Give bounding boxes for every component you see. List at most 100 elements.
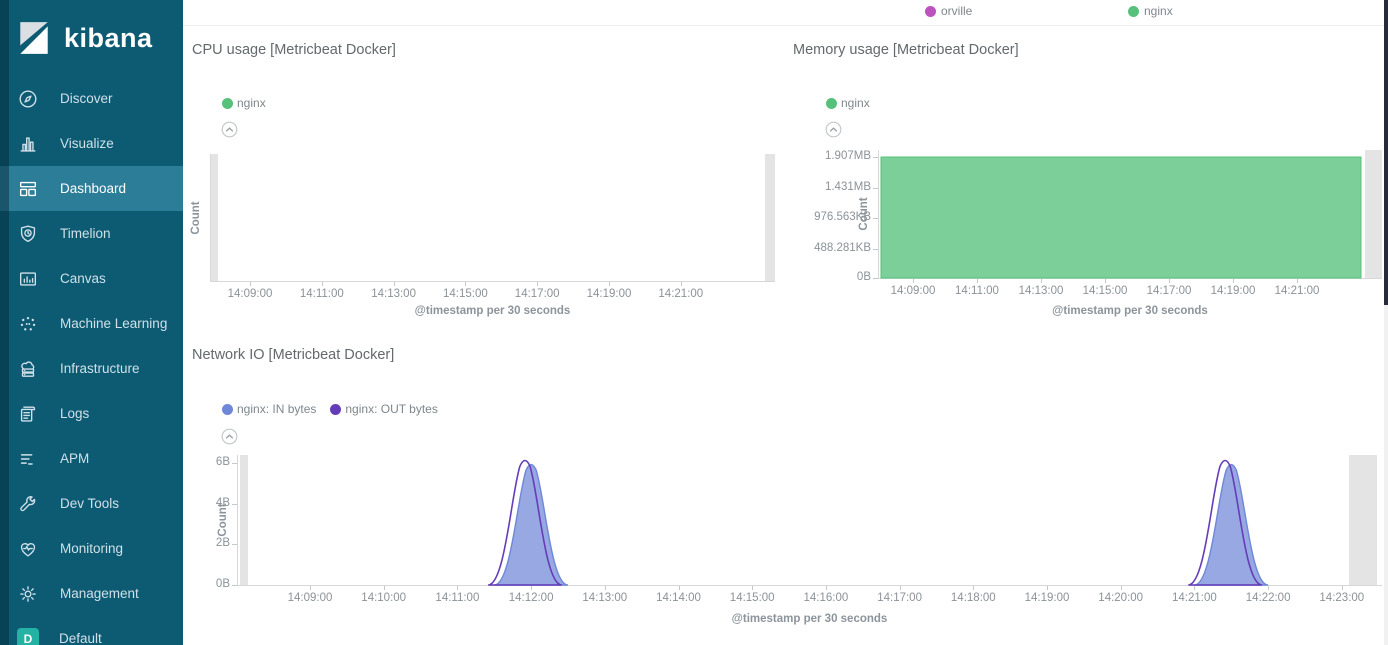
x-tick-mark <box>250 282 251 286</box>
x-tick-label: 14:19:00 <box>1024 592 1070 604</box>
x-tick-mark <box>1047 586 1048 590</box>
plot-area: 14:09:00 14:10:00 14:11:00 14:12:00 14:13:00… <box>192 345 1388 645</box>
sidebar-item-logs[interactable]: Logs <box>0 391 183 436</box>
legend-item-nginx[interactable]: nginx <box>222 96 266 110</box>
machine-learning-icon <box>16 312 40 336</box>
chart-series-shapes <box>487 459 1269 586</box>
x-tick-label: 14:21:00 <box>1172 592 1217 604</box>
sidebar: kibana Discover Visualize Dashboard Timelio… <box>0 0 183 645</box>
x-tick-label: 14:15:00 <box>1082 285 1128 297</box>
y-tick-mark <box>873 278 878 279</box>
y-tick-mark <box>232 503 237 505</box>
endzone-marker <box>240 455 248 585</box>
dashboard-grid-icon <box>16 177 40 201</box>
kibana-logo-icon <box>17 19 51 57</box>
x-tick-mark <box>1233 279 1234 283</box>
legend-collapse-button[interactable] <box>221 121 238 138</box>
x-tick-mark <box>680 282 682 286</box>
legend-color-dot <box>330 403 342 415</box>
sidebar-item-timelion[interactable]: Timelion <box>0 211 183 256</box>
x-tick-label: 14:16:00 <box>803 592 849 604</box>
sidebar-item-label: Timelion <box>60 226 111 241</box>
sidebar-item-monitoring[interactable]: Monitoring <box>0 526 183 571</box>
legend-item-nginx[interactable]: nginx <box>826 96 870 110</box>
sidebar-item-canvas[interactable]: Canvas <box>0 256 183 301</box>
x-tick-label: 14:09:00 <box>890 285 936 297</box>
sidebar-item-infrastructure[interactable]: Infrastructure <box>0 346 183 391</box>
panel-memory-usage: Memory usage [Metricbeat Docker] 14:09:0… <box>793 40 1388 336</box>
y-tick-mark <box>232 544 237 546</box>
x-tick-mark <box>913 279 914 283</box>
sidebar-item-dev-tools[interactable]: Dev Tools <box>0 481 183 526</box>
legend-collapse-button[interactable] <box>221 428 238 445</box>
sidebar-item-machine-learning[interactable]: Machine Learning <box>0 301 183 346</box>
x-tick-mark <box>1341 586 1343 590</box>
page-scrollbar[interactable] <box>1384 0 1388 645</box>
legend-collapse-button[interactable] <box>825 121 842 138</box>
y-tick-mark <box>873 157 878 158</box>
x-tick-label: 14:13:00 <box>582 592 628 604</box>
space-badge-d: D <box>17 627 39 645</box>
x-tick-mark <box>752 586 754 590</box>
y-axis-line <box>878 150 879 278</box>
infrastructure-icon <box>16 357 40 381</box>
x-tick-mark <box>1268 586 1270 590</box>
sidebar-item-management[interactable]: Management <box>0 571 183 616</box>
plot-area: 14:09:00 14:11:00 14:13:00 14:15:00 14:17:00… <box>192 40 775 336</box>
panel-title: Network IO [Metricbeat Docker] <box>192 347 395 363</box>
x-tick-label: 14:23:00 <box>1319 592 1365 604</box>
area-series-nginx-in-bytes <box>1194 463 1269 586</box>
y-tick-mark <box>232 585 237 586</box>
wrench-icon <box>16 492 40 516</box>
legend-item-label: nginx: IN bytes <box>237 402 317 416</box>
x-tick-mark <box>321 282 323 286</box>
y-axis-line <box>210 154 211 281</box>
legend-item-nginx[interactable]: nginx <box>1128 4 1173 18</box>
kibana-logo[interactable]: kibana <box>0 0 183 76</box>
legend-color-dot <box>222 403 233 415</box>
legend-color-dot <box>222 97 233 109</box>
y-tick-label: 1.907MB <box>824 150 871 162</box>
canvas-icon <box>16 267 40 291</box>
endzone-marker <box>211 154 218 281</box>
x-tick-label: 14:10:00 <box>361 592 407 604</box>
y-tick-mark <box>873 218 878 219</box>
sidebar-item-label: Machine Learning <box>60 316 168 331</box>
legend-color-dot <box>1128 5 1139 17</box>
x-tick-label: 14:11:00 <box>955 285 999 297</box>
chevron-up-circle-icon <box>221 121 238 141</box>
x-tick-label: 14:11:00 <box>435 592 480 604</box>
sidebar-item-visualize[interactable]: Visualize <box>0 121 183 166</box>
y-tick-label: 0B <box>215 578 230 590</box>
x-tick-label: 14:19:00 <box>1210 285 1256 297</box>
sidebar-item-apm[interactable]: APM <box>0 436 183 481</box>
chart-legend: nginx: IN bytes nginx: OUT bytes <box>222 402 438 416</box>
x-tick-mark <box>383 586 385 590</box>
endzone-marker <box>765 154 775 281</box>
y-tick-label: 1.431MB <box>824 180 871 193</box>
y-tick-label: 976.563KB <box>814 211 871 223</box>
x-tick-mark <box>1169 279 1170 283</box>
sidebar-item-label: Discover <box>60 91 113 106</box>
x-tick-label: 14:20:00 <box>1098 592 1144 604</box>
x-tick-label: 14:09:00 <box>287 592 333 604</box>
sidebar-item-discover[interactable]: Discover <box>0 76 183 121</box>
area-series-nginx-in-bytes <box>494 463 569 586</box>
legend-item-nginx-out-bytes[interactable]: nginx: OUT bytes <box>330 402 438 416</box>
x-tick-label: 14:13:00 <box>371 288 416 300</box>
legend-item-nginx-in-bytes[interactable]: nginx: IN bytes <box>222 402 316 416</box>
sidebar-item-label: Logs <box>60 406 90 421</box>
legend-item-orville[interactable]: orville <box>925 4 972 18</box>
y-axis-line <box>237 455 238 585</box>
sidebar-item-dashboard[interactable]: Dashboard <box>0 166 183 211</box>
sidebar-item-default[interactable]: D Default <box>0 616 183 645</box>
area-series-nginx <box>880 156 1362 279</box>
y-axis-title: Count <box>190 200 202 235</box>
x-tick-mark <box>1194 586 1196 590</box>
scrollbar-thumb[interactable] <box>1384 0 1388 305</box>
compass-icon <box>16 87 40 111</box>
x-tick-label: 14:21:00 <box>1274 285 1320 297</box>
area-series-nginx-out-bytes <box>1187 459 1263 586</box>
legend-item-label: orville <box>941 4 973 18</box>
